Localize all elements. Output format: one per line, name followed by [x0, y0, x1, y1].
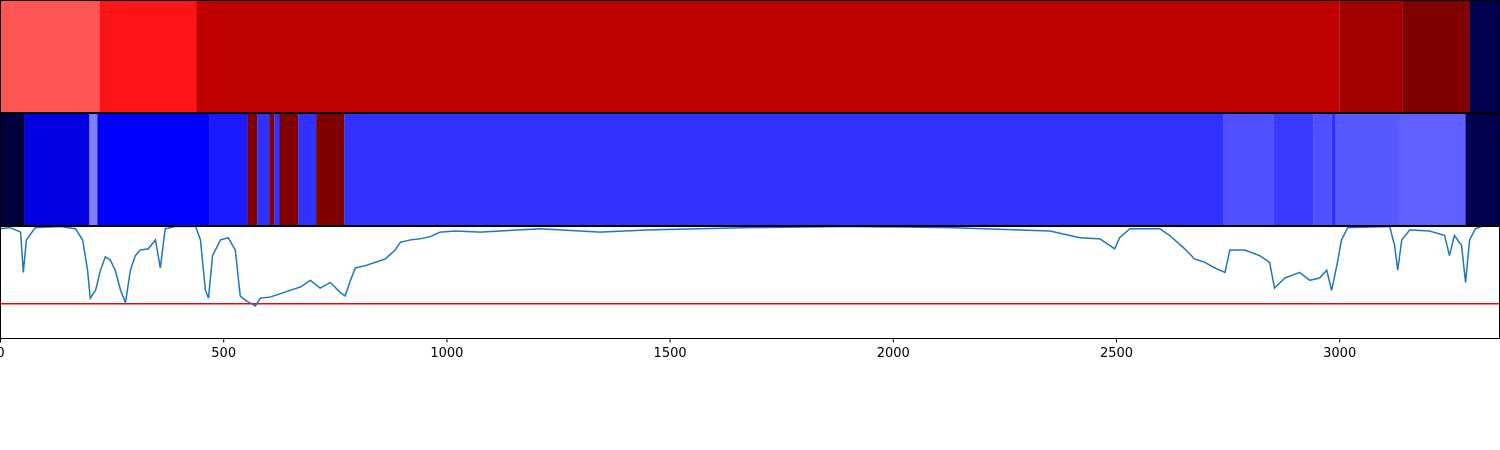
x-tick-label: 2500 [1100, 346, 1133, 361]
x-tick-label: 500 [211, 346, 236, 361]
segment [97, 113, 210, 226]
segment [0, 113, 25, 226]
segment [316, 113, 345, 226]
segment [1313, 113, 1332, 226]
segment [1331, 113, 1336, 226]
segment [89, 113, 98, 226]
segment [269, 113, 275, 226]
x-tick-label: 3000 [1323, 346, 1356, 361]
segment [1273, 113, 1314, 226]
x-tick-label: 2000 [877, 346, 910, 361]
segment [209, 113, 248, 226]
data-line [0, 225, 1482, 308]
segment [1335, 113, 1400, 226]
segment [247, 113, 258, 226]
segment [1465, 113, 1500, 226]
x-tick-label: 1500 [654, 346, 687, 361]
segment [99, 0, 197, 113]
segment [274, 113, 280, 226]
segment [279, 113, 299, 226]
segment [24, 113, 90, 226]
panel-frame [0, 226, 1500, 339]
segment [1223, 113, 1274, 226]
segment [1399, 113, 1466, 226]
segment [344, 113, 1224, 226]
segment [1402, 0, 1470, 113]
segment [0, 0, 100, 113]
segment [1339, 0, 1403, 113]
segment [257, 113, 270, 226]
x-tick-label: 0 [0, 346, 5, 361]
segment [196, 0, 1340, 113]
segment [1469, 0, 1500, 113]
x-tick-label: 1000 [430, 346, 463, 361]
segment [298, 113, 317, 226]
